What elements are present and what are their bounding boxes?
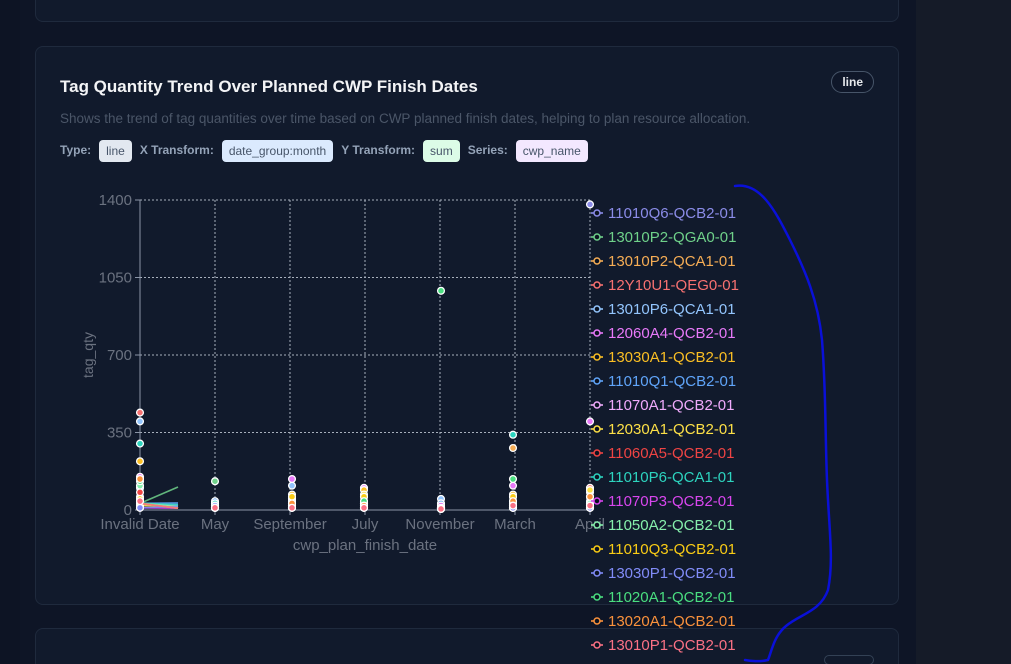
data-point — [135, 408, 145, 417]
legend-entry: 11050A2-QCB2-01 — [608, 517, 734, 534]
type-chip: line — [99, 140, 132, 162]
legend-entry: 11010Q1-QCB2-01 — [608, 373, 736, 390]
right-gutter — [916, 0, 1011, 664]
legend-entry: 13010P1-QCB2-01 — [608, 637, 736, 654]
legend-swatch-marker — [593, 521, 601, 529]
data-point — [135, 497, 145, 506]
legend-swatch-marker — [593, 617, 601, 625]
legend-entry: 13010P2-QGA0-01 — [608, 229, 736, 246]
data-point — [508, 501, 518, 510]
legend-swatch-marker — [593, 329, 601, 337]
y-transform-meta-label: Y Transform: — [341, 143, 416, 157]
data-point — [287, 492, 297, 501]
legend-entry: 13020A1-QCB2-01 — [608, 613, 736, 630]
data-point — [287, 503, 297, 512]
legend-swatch-marker — [593, 641, 601, 649]
legend-entry: 13030P1-QCB2-01 — [608, 565, 736, 582]
chart-meta-row: Type: line X Transform: date_group:month… — [60, 140, 588, 162]
x-tick-label: March — [494, 516, 536, 533]
data-point — [135, 474, 145, 484]
data-point — [287, 474, 297, 484]
legend-entry: 11020A1-QCB2-01 — [608, 589, 734, 606]
y-tick-label: 1400 — [99, 192, 132, 209]
data-point — [508, 474, 518, 484]
legend-swatch-marker — [593, 353, 601, 361]
x-tick-label: September — [253, 516, 326, 533]
legend-entry: 11060A5-QCB2-01 — [608, 445, 734, 462]
type-meta-label: Type: — [60, 143, 92, 157]
legend-swatch-marker — [593, 497, 601, 505]
data-point — [135, 417, 145, 426]
data-point — [585, 417, 595, 426]
legend-entry: 12030A1-QCB2-01 — [608, 421, 736, 438]
x-axis-title: cwp_plan_finish_date — [293, 537, 437, 554]
x-transform-meta-label: X Transform: — [139, 143, 214, 157]
data-point — [508, 481, 518, 490]
legend-swatch-marker — [593, 209, 601, 217]
legend-entry: 12Y10U1-QEG0-01 — [608, 277, 739, 294]
y-tick-label: 1050 — [99, 270, 132, 287]
data-point — [210, 477, 220, 486]
chart-card-description: Shows the trend of tag quantities over t… — [60, 111, 751, 126]
data-point — [287, 481, 297, 490]
series-chip: cwp_name — [515, 140, 588, 162]
legend-entry: 13030A1-QCB2-01 — [608, 349, 736, 366]
data-point — [135, 457, 145, 466]
legend-swatch-marker — [593, 401, 601, 409]
data-point — [585, 200, 595, 209]
data-point — [508, 430, 518, 439]
x-transform-chip: date_group:month — [221, 140, 334, 162]
legend-swatch-marker — [593, 569, 601, 577]
legend-entry: 11010Q3-QCB2-01 — [608, 541, 736, 558]
legend-entry: 11010P6-QCA1-01 — [608, 469, 734, 486]
legend-entry: 13010P6-QCA1-01 — [608, 301, 736, 318]
data-point — [210, 503, 220, 512]
data-point — [359, 503, 369, 512]
legend-swatch-marker — [593, 281, 601, 289]
legend-swatch-marker — [593, 473, 601, 481]
left-gutter — [0, 0, 20, 664]
y-transform-chip: sum — [423, 140, 460, 162]
legend-swatch-marker — [593, 233, 601, 241]
chart-card-title: Tag Quantity Trend Over Planned CWP Fini… — [60, 77, 478, 96]
series-line — [139, 502, 179, 510]
x-tick-label: May — [201, 516, 230, 533]
legend-entry: 12060A4-QCB2-01 — [608, 325, 736, 342]
data-point — [585, 492, 595, 501]
data-point — [585, 501, 595, 510]
previous-chart-card — [35, 0, 899, 22]
y-tick-label: 700 — [107, 347, 132, 364]
data-point — [135, 488, 145, 497]
legend-swatch-marker — [593, 593, 601, 601]
x-tick-label: July — [352, 516, 379, 533]
legend-swatch-marker — [593, 257, 601, 265]
legend-entry: 13010P2-QCA1-01 — [608, 253, 736, 270]
data-point — [135, 439, 145, 448]
legend-swatch-marker — [593, 425, 601, 433]
series-meta-label: Series: — [467, 143, 508, 157]
legend-swatch-marker — [593, 377, 601, 385]
x-tick-label: November — [405, 516, 474, 533]
series-line — [139, 486, 179, 505]
y-tick-label: 0 — [124, 502, 132, 519]
y-axis-title: tag_qty — [80, 332, 96, 378]
x-tick-label: Invalid Date — [100, 516, 179, 533]
data-point — [135, 503, 145, 512]
data-point — [585, 486, 595, 495]
y-tick-label: 350 — [107, 425, 132, 442]
x-tick-label: April — [575, 516, 605, 533]
data-point — [508, 443, 518, 453]
legend-entry: 11010Q6-QCB2-01 — [608, 205, 736, 222]
legend-entry: 11070P3-QCB2-01 — [608, 493, 734, 510]
legend-entry: 11070A1-QCB2-01 — [608, 397, 734, 414]
legend-swatch-marker — [593, 305, 601, 313]
data-point — [436, 286, 446, 295]
legend-swatch-marker — [593, 449, 601, 457]
data-point — [436, 504, 446, 513]
chart-type-badge: line — [831, 71, 874, 93]
legend-swatch-marker — [593, 545, 601, 553]
